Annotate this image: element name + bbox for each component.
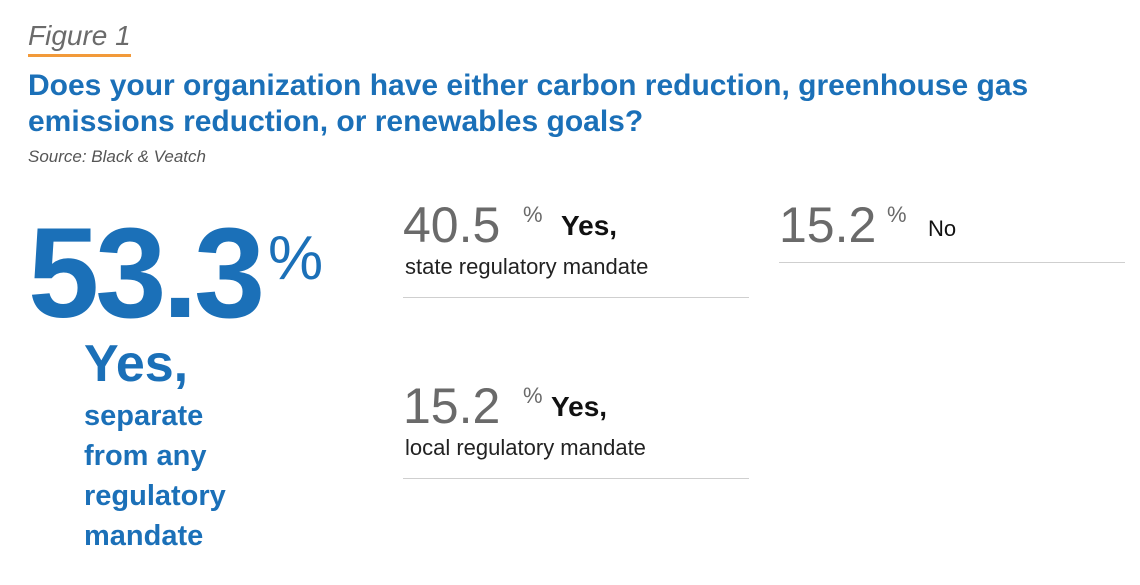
stat-head: Yes, (84, 335, 189, 393)
figure-label: Figure 1 (28, 20, 131, 57)
stat-separate-mandate: 53.3 % (28, 210, 348, 340)
chart-title: Does your organization have either carbo… (28, 69, 1029, 138)
stat-local-mandate: 15.2 % Yes, local regulatory mandate (403, 381, 749, 479)
stat-desc: state regulatory mandate (405, 254, 649, 279)
stat-unit: % (523, 383, 543, 408)
stat-value: 15.2 (779, 197, 877, 253)
stat-head: Yes, (551, 391, 608, 422)
chart-source: Source: Black & Veatch (28, 147, 206, 166)
stat-head: No (928, 216, 957, 241)
stat-head: Yes, (561, 210, 618, 241)
stat-desc: local regulatory mandate (405, 435, 646, 460)
stat-value: 53.3 (28, 202, 265, 345)
stat-unit: % (887, 202, 907, 227)
stat-unit: % (268, 224, 324, 293)
stat-state-mandate: 40.5 % Yes, state regulatory mandate (403, 200, 749, 298)
stat-value: 40.5 (403, 197, 501, 253)
stat-no: 15.2 % No (779, 200, 1125, 263)
stat-desc: separate from any regulatory mandate (84, 400, 226, 552)
stat-value: 15.2 (403, 378, 501, 434)
stat-unit: % (523, 202, 543, 227)
